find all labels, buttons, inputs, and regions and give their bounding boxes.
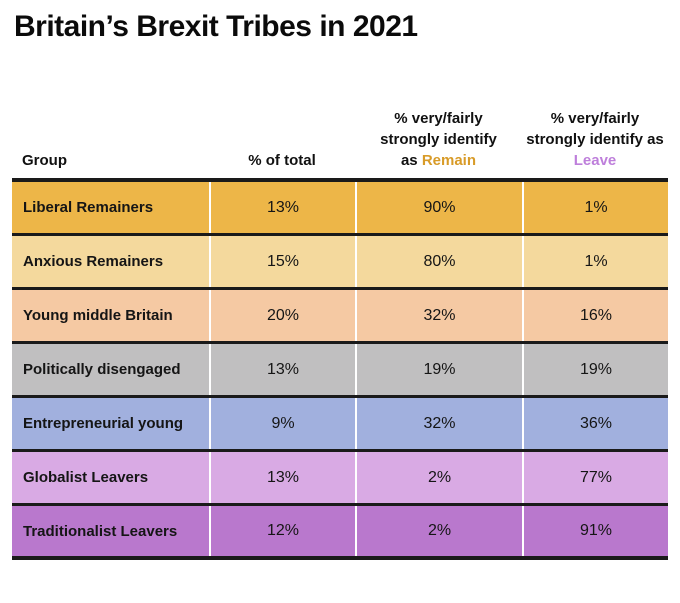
leave-cell: 91%: [522, 506, 668, 556]
remain-header-line1: % very/fairly: [394, 110, 483, 127]
brexit-tribes-table: Group % of total % very/fairly strongly …: [12, 100, 668, 560]
remain-cell: 2%: [355, 506, 522, 556]
group-cell: Anxious Remainers: [23, 253, 164, 270]
group-cell: Traditionalist Leavers: [23, 522, 178, 540]
group-cell: Entrepreneurial young: [23, 415, 184, 432]
total-cell: 9%: [209, 398, 355, 449]
total-cell: 13%: [209, 344, 355, 395]
table-row: Entrepreneurial young 9% 32% 36%: [12, 398, 668, 452]
remain-cell: 32%: [355, 398, 522, 449]
group-cell: Young middle Britain: [23, 307, 173, 324]
page-title: Britain’s Brexit Tribes in 2021: [14, 10, 418, 43]
column-header-group: Group: [22, 152, 67, 169]
leave-cell: 1%: [522, 182, 668, 233]
leave-label: Leave: [573, 152, 617, 169]
remain-header-line2: strongly identify: [380, 131, 497, 148]
remain-cell: 90%: [355, 182, 522, 233]
remain-cell: 80%: [355, 236, 522, 287]
column-header-total: % of total: [248, 152, 316, 169]
table-row: Traditionalist Leavers 12% 2% 91%: [12, 506, 668, 560]
remain-header-line3-prefix: as: [400, 152, 418, 169]
column-header-leave: % very/fairly strongly identify as Leave: [522, 108, 668, 171]
total-cell: 13%: [209, 182, 355, 233]
table-row: Anxious Remainers 15% 80% 1%: [12, 236, 668, 290]
table-row: Politically disengaged 13% 19% 19%: [12, 344, 668, 398]
remain-cell: 19%: [355, 344, 522, 395]
table-body: Liberal Remainers 13% 90% 1% Anxious Rem…: [12, 178, 668, 560]
leave-cell: 1%: [522, 236, 668, 287]
total-cell: 13%: [209, 452, 355, 503]
table-header-row: Group % of total % very/fairly strongly …: [12, 100, 668, 178]
leave-cell: 36%: [522, 398, 668, 449]
group-cell: Liberal Remainers: [23, 199, 154, 216]
leave-cell: 16%: [522, 290, 668, 341]
leave-header-line2: strongly identify as: [526, 131, 664, 148]
table-row: Liberal Remainers 13% 90% 1%: [12, 182, 668, 236]
group-cell: Politically disengaged: [23, 361, 181, 378]
group-cell: Globalist Leavers: [23, 469, 149, 486]
leave-cell: 19%: [522, 344, 668, 395]
table-row: Globalist Leavers 13% 2% 77%: [12, 452, 668, 506]
leave-header-line1: % very/fairly: [550, 110, 640, 127]
total-cell: 15%: [209, 236, 355, 287]
column-header-remain: % very/fairly strongly identify as Remai…: [355, 108, 522, 171]
total-cell: 12%: [209, 506, 355, 556]
remain-label: Remain: [421, 152, 477, 169]
remain-cell: 32%: [355, 290, 522, 341]
table-row: Young middle Britain 20% 32% 16%: [12, 290, 668, 344]
total-cell: 20%: [209, 290, 355, 341]
remain-cell: 2%: [355, 452, 522, 503]
leave-cell: 77%: [522, 452, 668, 503]
